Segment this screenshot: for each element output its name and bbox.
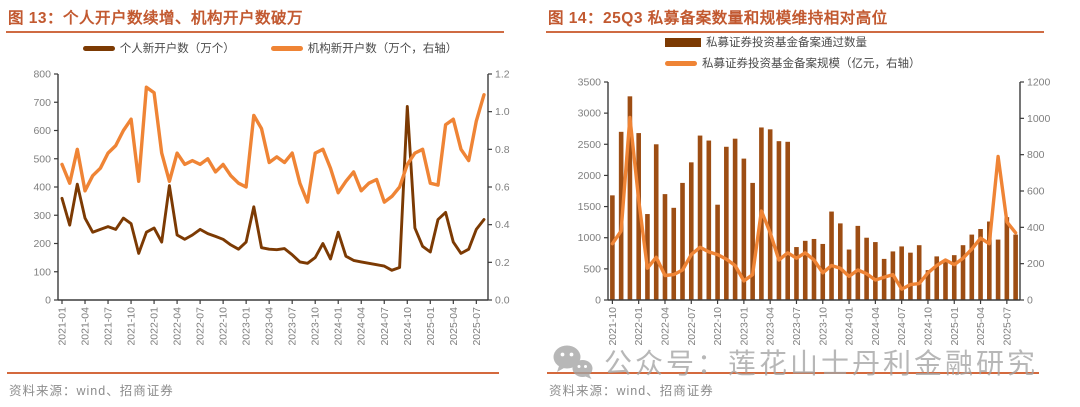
svg-text:2024-10: 2024-10 bbox=[402, 307, 414, 346]
svg-text:3500: 3500 bbox=[578, 77, 602, 89]
svg-text:2022-10: 2022-10 bbox=[712, 307, 724, 346]
svg-text:2025-01: 2025-01 bbox=[949, 307, 961, 346]
svg-text:700: 700 bbox=[33, 97, 51, 109]
fig14-legend-label-2: 私募证券投资基金备案规模（亿元，右轴） bbox=[702, 58, 921, 70]
svg-text:2024-04: 2024-04 bbox=[870, 307, 882, 346]
svg-text:100: 100 bbox=[33, 266, 51, 278]
svg-text:2024-04: 2024-04 bbox=[356, 307, 368, 346]
fig13-panel: 图 13：个人开户数续增、机构开户数破万 个人新开户数（万个） 机构新开户数（万… bbox=[0, 10, 540, 398]
orange-line-swatch bbox=[270, 45, 303, 51]
svg-text:1000: 1000 bbox=[1027, 113, 1051, 125]
fig13-legend-item-individual: 个人新开户数（万个） bbox=[82, 40, 235, 56]
fig13-legend: 个人新开户数（万个） 机构新开户数（万个，右轴） bbox=[0, 40, 540, 56]
fig14-title-rule bbox=[546, 31, 1044, 33]
svg-text:2023-04: 2023-04 bbox=[264, 307, 276, 346]
svg-text:2022-10: 2022-10 bbox=[218, 307, 230, 346]
fig14-legend-row-1: 私募证券投资基金备案通过数量 bbox=[665, 34, 867, 50]
svg-text:800: 800 bbox=[1027, 149, 1045, 161]
svg-text:0.8: 0.8 bbox=[495, 144, 510, 156]
fig13-title: 图 13：个人开户数续增、机构开户数破万 bbox=[8, 10, 304, 27]
svg-text:2022-01: 2022-01 bbox=[149, 307, 161, 346]
fig14-chart: 0 500 1000 1500 2000 2500 3000 3500 0 200 400 600 80… bbox=[578, 77, 1051, 346]
svg-text:2021-07: 2021-07 bbox=[103, 307, 115, 346]
svg-text:2025-07: 2025-07 bbox=[1001, 307, 1013, 346]
svg-text:2021-04: 2021-04 bbox=[80, 307, 92, 346]
svg-text:2023-04: 2023-04 bbox=[765, 307, 777, 346]
svg-text:2023-07: 2023-07 bbox=[791, 307, 803, 346]
svg-text:200: 200 bbox=[33, 238, 51, 250]
svg-text:1.0: 1.0 bbox=[495, 106, 510, 118]
svg-text:2021-01: 2021-01 bbox=[57, 307, 69, 346]
svg-text:500: 500 bbox=[33, 153, 51, 165]
fig13-source-note: 资料来源：wind、招商证券 bbox=[9, 384, 174, 398]
svg-text:3000: 3000 bbox=[578, 108, 602, 120]
svg-text:2022-01: 2022-01 bbox=[633, 307, 645, 346]
svg-text:2023-10: 2023-10 bbox=[817, 307, 829, 346]
fig14-legend-row-2: 私募证券投资基金备案规模（亿元，右轴） bbox=[665, 55, 921, 71]
svg-text:2023-07: 2023-07 bbox=[287, 307, 299, 346]
svg-text:0.4: 0.4 bbox=[495, 219, 510, 231]
dark-line-swatch bbox=[82, 45, 115, 51]
svg-text:2023-01: 2023-01 bbox=[738, 307, 750, 346]
svg-text:2500: 2500 bbox=[578, 139, 602, 151]
svg-text:2025-07: 2025-07 bbox=[471, 307, 483, 346]
fig13-title-rule bbox=[6, 31, 504, 33]
svg-text:2021-10: 2021-10 bbox=[126, 307, 138, 346]
fig14-legend-item-scale: 私募证券投资基金备案规模（亿元，右轴） bbox=[665, 55, 921, 71]
fig14-panel: 图 14：25Q3 私募备案数量和规模维持相对高位 私募证券投资基金备案通过数量… bbox=[540, 0, 1080, 407]
fig14-title: 图 14：25Q3 私募备案数量和规模维持相对高位 bbox=[548, 10, 888, 27]
svg-text:400: 400 bbox=[1027, 222, 1045, 234]
bar-swatch bbox=[665, 37, 701, 47]
svg-text:0: 0 bbox=[45, 295, 51, 307]
svg-text:600: 600 bbox=[1027, 186, 1045, 198]
svg-text:0: 0 bbox=[595, 295, 601, 307]
svg-text:2023-01: 2023-01 bbox=[241, 307, 253, 346]
svg-text:2023-10: 2023-10 bbox=[310, 307, 322, 346]
svg-text:2022-07: 2022-07 bbox=[195, 307, 207, 346]
svg-text:1200: 1200 bbox=[1027, 77, 1051, 89]
svg-text:1.2: 1.2 bbox=[495, 69, 510, 81]
svg-text:1500: 1500 bbox=[578, 201, 602, 213]
orange-line-swatch bbox=[665, 60, 697, 66]
fig13-legend-item-institution: 机构新开户数（万个，右轴） bbox=[270, 40, 458, 56]
svg-text:2022-07: 2022-07 bbox=[686, 307, 698, 346]
fig14-source-note: 资料来源：wind、招商证券 bbox=[549, 384, 714, 398]
svg-text:400: 400 bbox=[33, 182, 51, 194]
fig13-separator bbox=[7, 372, 499, 374]
svg-text:800: 800 bbox=[33, 69, 51, 81]
fig14-legend-item-count: 私募证券投资基金备案通过数量 bbox=[665, 34, 867, 50]
svg-text:2024-07: 2024-07 bbox=[379, 307, 391, 346]
svg-text:500: 500 bbox=[583, 263, 601, 275]
svg-text:2024-07: 2024-07 bbox=[896, 307, 908, 346]
svg-text:2022-04: 2022-04 bbox=[659, 307, 671, 346]
svg-text:0.2: 0.2 bbox=[495, 257, 510, 269]
svg-text:2025-04: 2025-04 bbox=[975, 307, 987, 346]
svg-text:2022-04: 2022-04 bbox=[172, 307, 184, 346]
svg-text:1000: 1000 bbox=[578, 232, 602, 244]
fig13-legend-label-1: 个人新开户数（万个） bbox=[119, 43, 235, 55]
svg-text:2025-01: 2025-01 bbox=[425, 307, 437, 346]
svg-text:0: 0 bbox=[1027, 295, 1033, 307]
svg-text:0.6: 0.6 bbox=[495, 182, 510, 194]
svg-text:200: 200 bbox=[1027, 258, 1045, 270]
svg-text:0.0: 0.0 bbox=[495, 295, 510, 307]
svg-text:600: 600 bbox=[33, 125, 51, 137]
svg-text:2025-04: 2025-04 bbox=[448, 307, 460, 346]
svg-text:2021-10: 2021-10 bbox=[607, 307, 619, 346]
svg-text:2024-01: 2024-01 bbox=[333, 307, 345, 346]
fig13-legend-label-2: 机构新开户数（万个，右轴） bbox=[307, 43, 458, 55]
svg-text:2000: 2000 bbox=[578, 170, 602, 182]
fig13-chart: 0 100 200 300 400 500 600 700 800 0.0 0.2 0.4 0.6 0.8… bbox=[33, 69, 510, 346]
svg-text:2024-10: 2024-10 bbox=[922, 307, 934, 346]
svg-text:300: 300 bbox=[33, 210, 51, 222]
svg-text:2024-01: 2024-01 bbox=[844, 307, 856, 346]
fig14-legend-label-1: 私募证券投资基金备案通过数量 bbox=[706, 37, 867, 49]
fig14-separator bbox=[547, 372, 1039, 374]
